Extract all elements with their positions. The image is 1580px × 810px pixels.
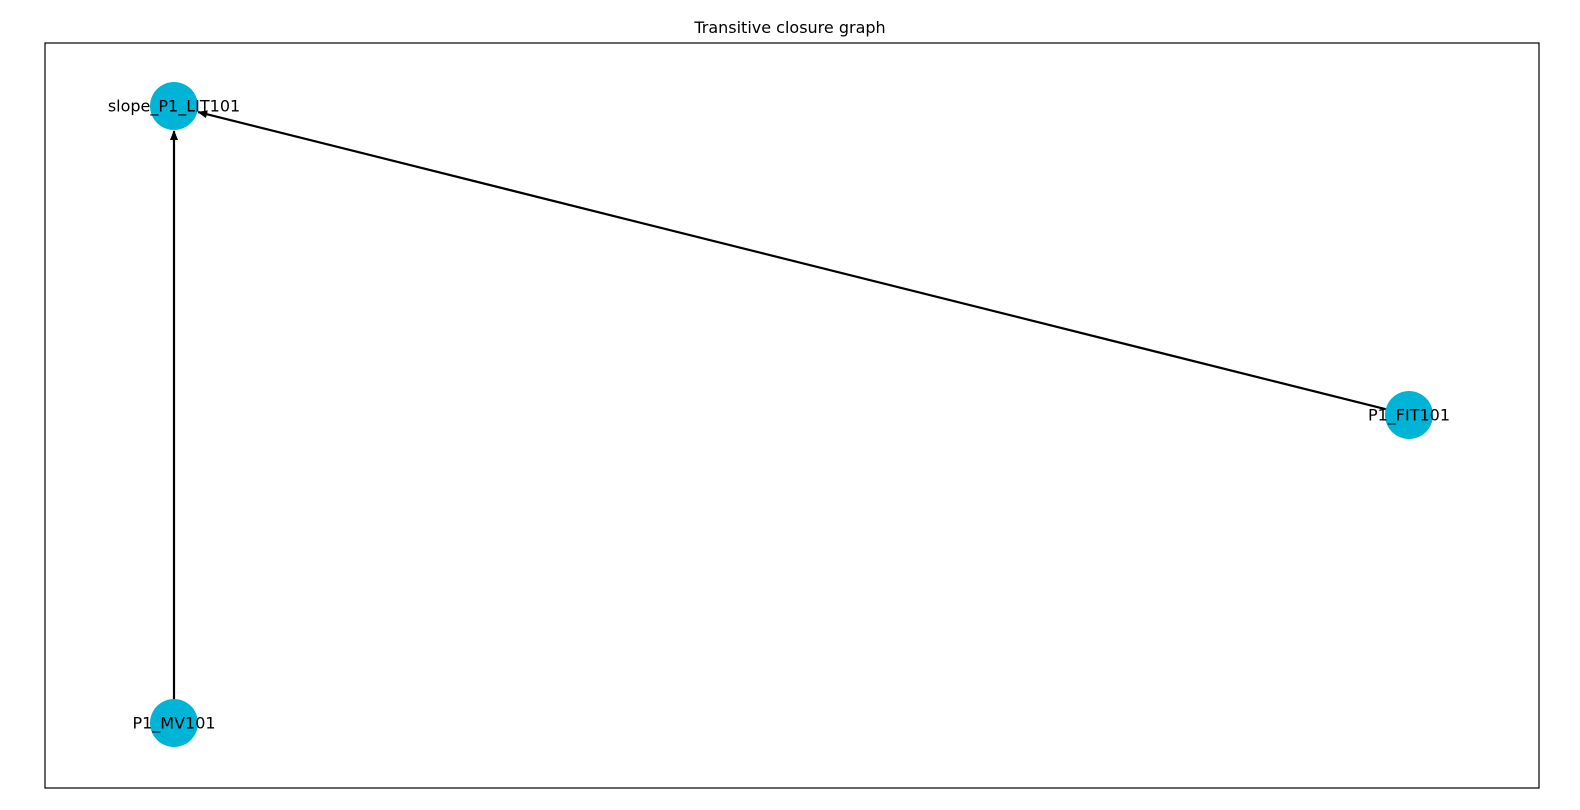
edge-P1_FIT101-to-slope_P1_LIT101 [197, 110, 1386, 411]
node-P1_MV101[interactable] [150, 699, 198, 747]
plot-frame [44, 42, 1540, 789]
node-slope_P1_LIT101[interactable] [150, 82, 198, 130]
node-label-slope_P1_LIT101: slope_P1_LIT101 [108, 97, 240, 117]
node-P1_FIT101[interactable] [1385, 391, 1433, 439]
edges-layer [170, 110, 1386, 699]
nodes-layer [150, 82, 1433, 747]
labels-layer: slope_P1_LIT101 P1_FIT101 P1_MV101 [108, 97, 1450, 734]
node-label-P1_FIT101: P1_FIT101 [1368, 406, 1450, 426]
node-label-P1_MV101: P1_MV101 [132, 714, 215, 734]
figure-title: Transitive closure graph [693, 18, 885, 37]
